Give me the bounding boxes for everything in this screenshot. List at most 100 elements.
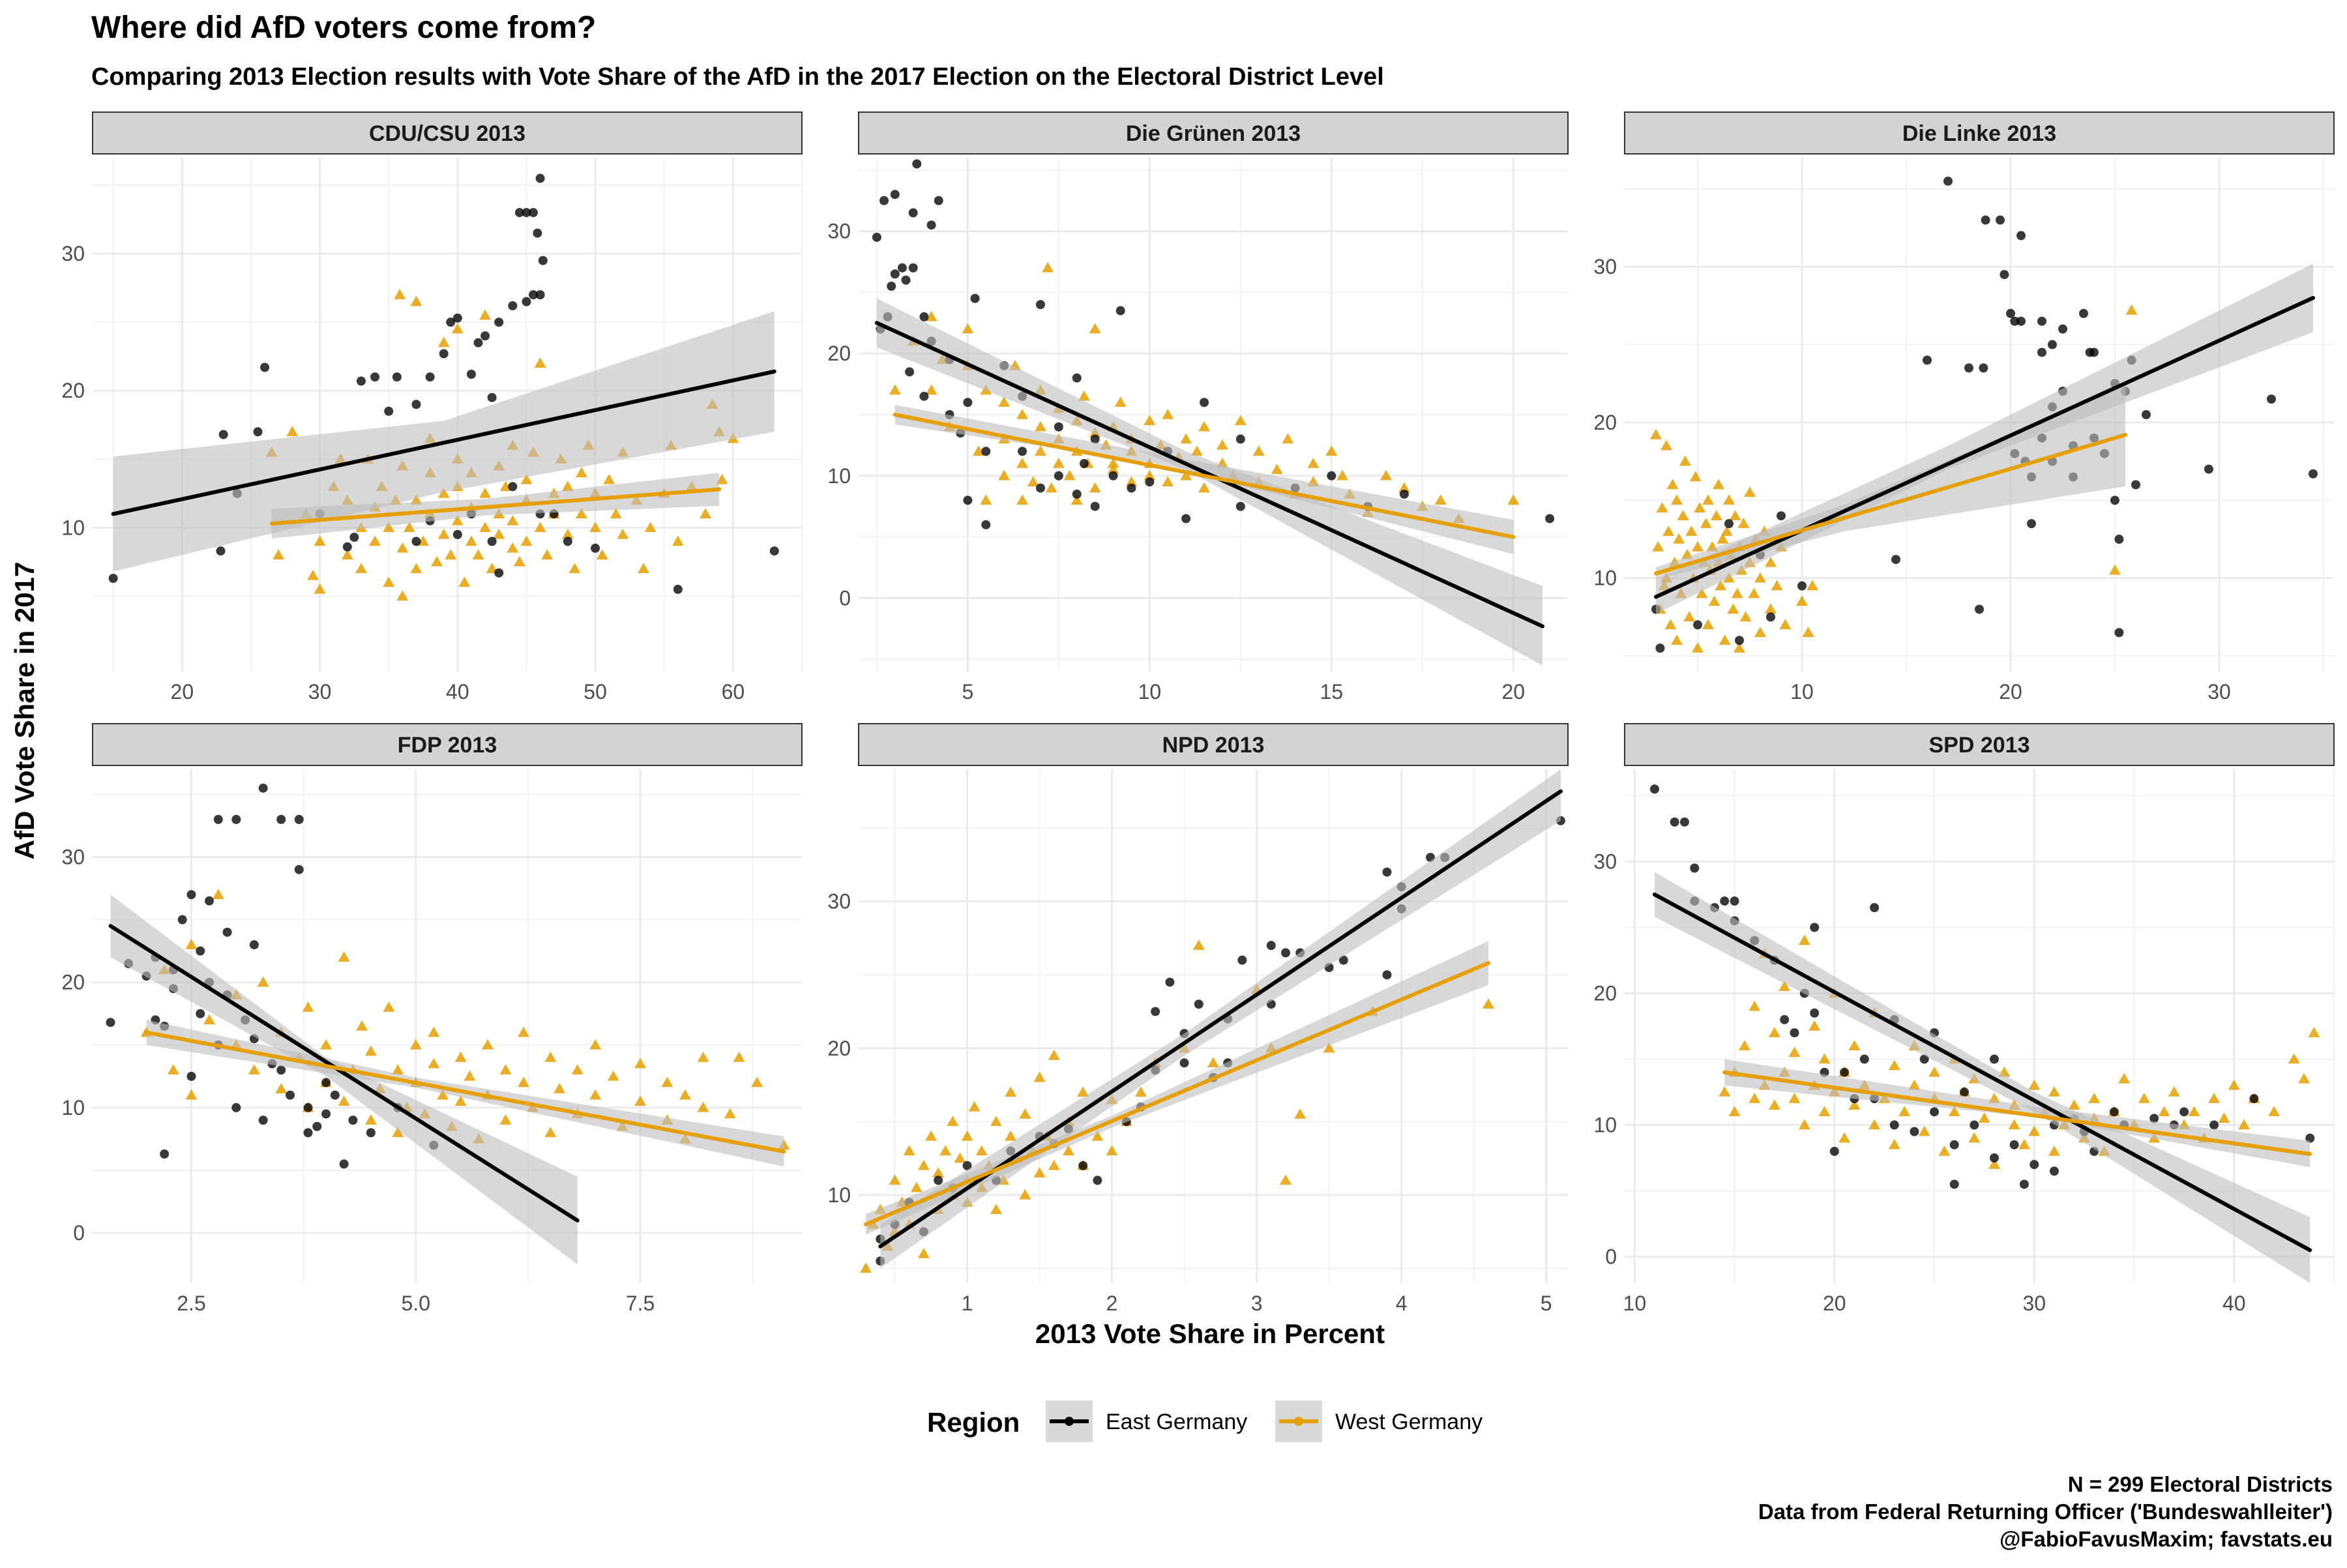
west-germany-point	[451, 514, 464, 525]
east-germany-point	[216, 546, 226, 556]
facet-strip-label: CDU/CSU 2013	[369, 121, 525, 146]
west-germany-point	[392, 1127, 404, 1138]
west-germany-point	[1034, 445, 1046, 456]
west-germany-point	[1739, 611, 1752, 622]
west-germany-point	[2268, 1106, 2281, 1117]
east-confidence-band	[1656, 263, 2313, 614]
x-tick-label: 5	[1541, 1292, 1552, 1315]
west-germany-point	[889, 384, 901, 395]
west-germany-point	[932, 1167, 945, 1177]
east-fit-line	[1652, 892, 2312, 1252]
east-germany-point	[480, 331, 490, 341]
west-germany-point	[2288, 1053, 2300, 1064]
west-germany-point	[1016, 494, 1029, 505]
west-germany-point	[1848, 1099, 1861, 1110]
west-germany-point	[1005, 1130, 1017, 1141]
east-germany-point	[231, 1102, 241, 1112]
east-germany-point	[2016, 231, 2026, 241]
facet-strip	[858, 111, 1569, 155]
west-germany-point	[2048, 1086, 2060, 1097]
west-germany-point	[1692, 540, 1704, 552]
west-germany-point	[596, 549, 608, 560]
east-germany-point	[487, 537, 497, 546]
east-germany-point	[1970, 1120, 1979, 1130]
west-germany-point	[479, 487, 492, 498]
east-germany-point	[1735, 636, 1744, 645]
west-germany-point	[1818, 1053, 1831, 1064]
west-germany-point	[975, 1145, 988, 1156]
east-germany-point	[2204, 464, 2213, 474]
west-germany-point	[1016, 458, 1029, 468]
east-germany-point	[2131, 480, 2140, 490]
west-germany-point	[1078, 390, 1090, 401]
east-germany-point	[673, 584, 683, 594]
west-germany-point	[1033, 1167, 1046, 1177]
east-germany-point	[2267, 394, 2276, 404]
west-germany-point	[1771, 580, 1783, 591]
y-tick-label: 30	[61, 242, 85, 265]
x-tick-label: 2	[1106, 1292, 1118, 1315]
west-germany-point	[1727, 603, 1739, 614]
west-germany-point	[479, 522, 492, 533]
east-germany-point	[1930, 1107, 1940, 1117]
west-germany-point	[507, 542, 519, 553]
east-germany-point	[177, 915, 187, 925]
east-germany-point	[452, 529, 462, 539]
west-germany-point	[575, 508, 587, 519]
east-germany-point	[1237, 955, 1247, 965]
west-germany-point	[1948, 1106, 1960, 1117]
east-germany-point	[2027, 519, 2036, 529]
east-germany-point	[321, 1109, 331, 1119]
west-germany-point	[860, 1262, 872, 1273]
x-tick-label: 60	[722, 680, 745, 703]
legend-label-east: East Germany	[1106, 1410, 1247, 1434]
west-germany-point	[610, 508, 622, 519]
east-germany-point	[1891, 555, 1900, 565]
west-germany-point	[1737, 518, 1750, 528]
west-germany-point	[1027, 476, 1039, 486]
west-germany-point	[1662, 525, 1675, 536]
facet-strip-label: SPD 2013	[1929, 733, 2030, 758]
east-germany-point	[1810, 923, 1820, 932]
x-tick-label: 40	[446, 680, 469, 703]
west-germany-point	[733, 1052, 745, 1062]
east-germany-point	[2309, 469, 2318, 479]
west-germany-point	[1089, 323, 1101, 334]
west-germany-point	[1671, 634, 1683, 645]
x-tick-label: 30	[308, 680, 332, 703]
east-germany-point	[366, 1128, 376, 1138]
east-germany-point	[2049, 1166, 2059, 1176]
x-tick-label: 4	[1396, 1292, 1408, 1315]
east-germany-point	[1235, 434, 1245, 444]
west-germany-point	[947, 1116, 959, 1127]
west-germany-point	[464, 1070, 476, 1081]
east-germany-point	[905, 367, 915, 377]
west-germany-point	[544, 1127, 557, 1138]
west-germany-point	[554, 1083, 566, 1093]
west-germany-point	[338, 1095, 350, 1106]
west-germany-point	[1252, 445, 1265, 456]
west-germany-point	[437, 1089, 449, 1100]
east-germany-point	[1989, 1153, 1999, 1163]
east-germany-point	[1338, 955, 1348, 965]
west-germany-point	[1768, 1099, 1780, 1110]
west-germany-point	[437, 487, 450, 498]
east-germany-point	[186, 890, 196, 900]
west-germany-point	[1134, 1086, 1147, 1097]
west-germany-point	[544, 1052, 557, 1062]
west-germany-point	[248, 1064, 260, 1075]
east-germany-point	[1870, 903, 1880, 913]
east-germany-point	[1382, 867, 1392, 877]
west-germany-point	[320, 1039, 332, 1050]
y-tick-label: 10	[61, 1096, 85, 1119]
east-germany-point	[1989, 1054, 1999, 1064]
west-germany-point	[437, 336, 450, 348]
east-germany-point	[213, 814, 223, 824]
west-germany-point	[1717, 533, 1729, 544]
west-germany-point	[507, 514, 519, 525]
x-tick-label: 15	[1320, 680, 1344, 703]
west-germany-point	[396, 542, 409, 553]
east-germany-point	[494, 318, 504, 327]
west-germany-point	[479, 309, 492, 320]
